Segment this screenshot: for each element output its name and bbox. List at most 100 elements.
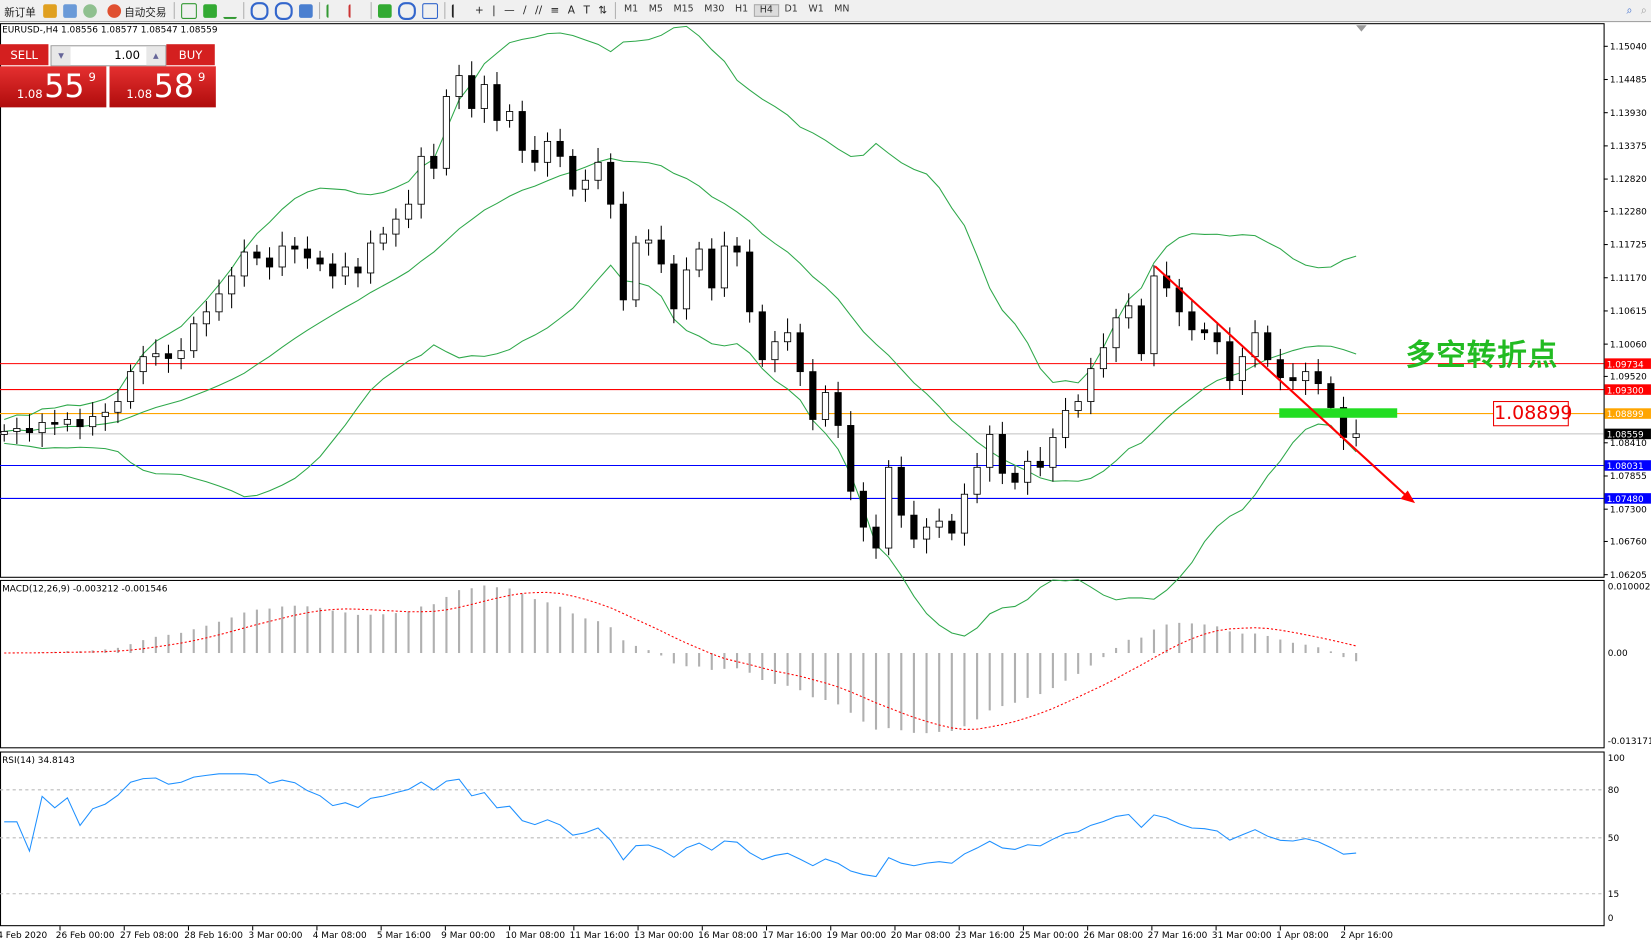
- chart-shift-icon[interactable]: [348, 3, 365, 18]
- indicators-icon[interactable]: [377, 3, 392, 18]
- bull-candle: [1125, 305, 1133, 319]
- time-tick-label: 26 Feb 00:00: [56, 931, 115, 941]
- bear-candle: [253, 251, 261, 259]
- bull-candle: [1024, 460, 1032, 483]
- time-tick-label: 17 Mar 16:00: [762, 931, 822, 941]
- time-tick-label: 13 Mar 00:00: [634, 931, 694, 941]
- vertical-line-icon[interactable]: |: [492, 4, 496, 17]
- time-tick-label: 27 Mar 16:00: [1148, 931, 1208, 941]
- templates-icon[interactable]: [422, 2, 439, 19]
- ask-price-button[interactable]: 1.08 58 9: [109, 66, 216, 108]
- symbol-info: EURUSD-,H4 1.08556 1.08577 1.08547 1.085…: [2, 25, 218, 36]
- price-line-tag: [1604, 493, 1651, 504]
- timeframe-mn[interactable]: MN: [834, 4, 850, 15]
- bull-candle: [1302, 371, 1310, 382]
- timeframe-h1[interactable]: H1: [734, 4, 749, 15]
- bar-chart-icon[interactable]: [181, 2, 197, 19]
- time-tick-label: 28 Feb 16:00: [184, 931, 243, 941]
- fibonacci-icon[interactable]: ≡: [550, 4, 560, 17]
- bull-candle: [1087, 368, 1095, 402]
- timeframe-w1[interactable]: W1: [808, 4, 824, 15]
- lot-size-input[interactable]: ▼ 1.00 ▲: [50, 45, 167, 67]
- price-line-tag: [1604, 460, 1651, 471]
- search-icon[interactable]: ⌕: [1626, 4, 1633, 17]
- divider: [173, 2, 175, 19]
- signal-icon[interactable]: [83, 3, 97, 18]
- one-click-trading-panel: SELL ▼ 1.00 ▲ BUY 1.08 55 9 1.08 58 9: [0, 44, 217, 108]
- bull-candle: [1352, 433, 1360, 438]
- buy-button[interactable]: BUY: [166, 44, 215, 66]
- bollinger-lower-band: [4, 264, 1357, 637]
- zoom-in-icon[interactable]: [250, 1, 269, 20]
- toolbar: 新订单 自动交易 + | — / // ≡ A T ⇅ M1 M5 M15 M30 H1…: [0, 0, 1651, 23]
- decrease-lot-icon[interactable]: ▼: [51, 46, 71, 66]
- bull-candle: [152, 353, 160, 358]
- time-tick-label: 1 Apr 08:00: [1276, 931, 1329, 941]
- new-order-button[interactable]: 新订单: [0, 1, 40, 20]
- price-tick-label: 1.12280: [1610, 208, 1647, 218]
- bear-candle: [1289, 377, 1297, 382]
- timeframe-m30[interactable]: M30: [704, 4, 725, 15]
- timeframe-m15[interactable]: M15: [673, 4, 694, 15]
- time-tick-label: 16 Mar 08:00: [698, 931, 758, 941]
- bear-candle: [569, 155, 577, 190]
- bid-price-button[interactable]: 1.08 55 9: [0, 66, 107, 108]
- price-tick-label: 1.13930: [1610, 109, 1647, 119]
- price-line-label: 1.08899: [1607, 410, 1644, 420]
- bull-candle: [682, 269, 691, 310]
- tile-windows-icon[interactable]: [299, 3, 313, 18]
- bull-candle: [594, 161, 602, 181]
- bear-candle: [1276, 359, 1284, 379]
- bull-candle: [1150, 275, 1158, 355]
- periods-icon[interactable]: [397, 1, 416, 20]
- sell-button[interactable]: SELL: [0, 44, 49, 66]
- bear-candle: [859, 490, 867, 528]
- auto-trading-button[interactable]: 自动交易: [100, 1, 171, 20]
- bear-candle: [468, 75, 476, 109]
- crosshair-icon[interactable]: +: [474, 4, 484, 17]
- line-chart-icon[interactable]: [223, 3, 237, 19]
- metaeditor-icon[interactable]: [43, 3, 57, 18]
- timeframe-m1[interactable]: M1: [623, 4, 639, 15]
- bear-candle: [708, 248, 716, 289]
- price-tick-label: 1.11725: [1610, 241, 1647, 251]
- bull-candle: [404, 203, 413, 220]
- time-tick-label: 27 Feb 08:00: [120, 931, 179, 941]
- bear-candle: [265, 257, 274, 268]
- timeframe-h4[interactable]: H4: [753, 4, 780, 17]
- time-tick-label: 5 Mar 16:00: [377, 931, 431, 941]
- cursor-icon[interactable]: [451, 3, 468, 18]
- bear-candle: [329, 263, 337, 277]
- community-search-icon[interactable]: ⌕: [1640, 4, 1647, 17]
- bull-candle: [442, 96, 451, 169]
- text-label-icon[interactable]: T: [583, 4, 590, 17]
- equidistant-channel-icon[interactable]: //: [535, 4, 543, 17]
- timeframe-d1[interactable]: D1: [784, 4, 798, 15]
- price-line-label: 1.09734: [1607, 360, 1644, 370]
- bull-candle: [935, 520, 943, 528]
- horizontal-line-icon[interactable]: —: [504, 4, 515, 17]
- candlestick-icon[interactable]: [203, 3, 217, 18]
- bull-candle: [960, 493, 969, 534]
- arrows-icon[interactable]: ⇅: [598, 4, 608, 17]
- bull-candle: [63, 419, 71, 425]
- increase-lot-icon[interactable]: ▲: [146, 46, 166, 66]
- price-tick-label: 1.10060: [1610, 340, 1647, 350]
- navigator-icon[interactable]: [63, 3, 77, 18]
- bear-candle: [316, 257, 324, 265]
- time-tick-label: 24 Feb 2020: [0, 931, 48, 941]
- bear-candle: [847, 425, 855, 492]
- text-icon[interactable]: A: [567, 4, 576, 17]
- price-line-tag: [1604, 428, 1651, 440]
- trendline-icon[interactable]: /: [523, 4, 527, 17]
- bull-candle: [139, 356, 147, 373]
- time-tick-label: 31 Mar 00:00: [1212, 931, 1272, 941]
- bull-candle: [973, 466, 981, 495]
- bear-candle: [1314, 371, 1322, 385]
- bull-candle: [455, 75, 463, 97]
- turning-point-annotation: 多空转折点: [1405, 337, 1559, 373]
- zoom-out-icon[interactable]: [274, 1, 293, 20]
- timeframe-m5[interactable]: M5: [648, 4, 663, 15]
- autoscroll-icon[interactable]: [326, 3, 342, 18]
